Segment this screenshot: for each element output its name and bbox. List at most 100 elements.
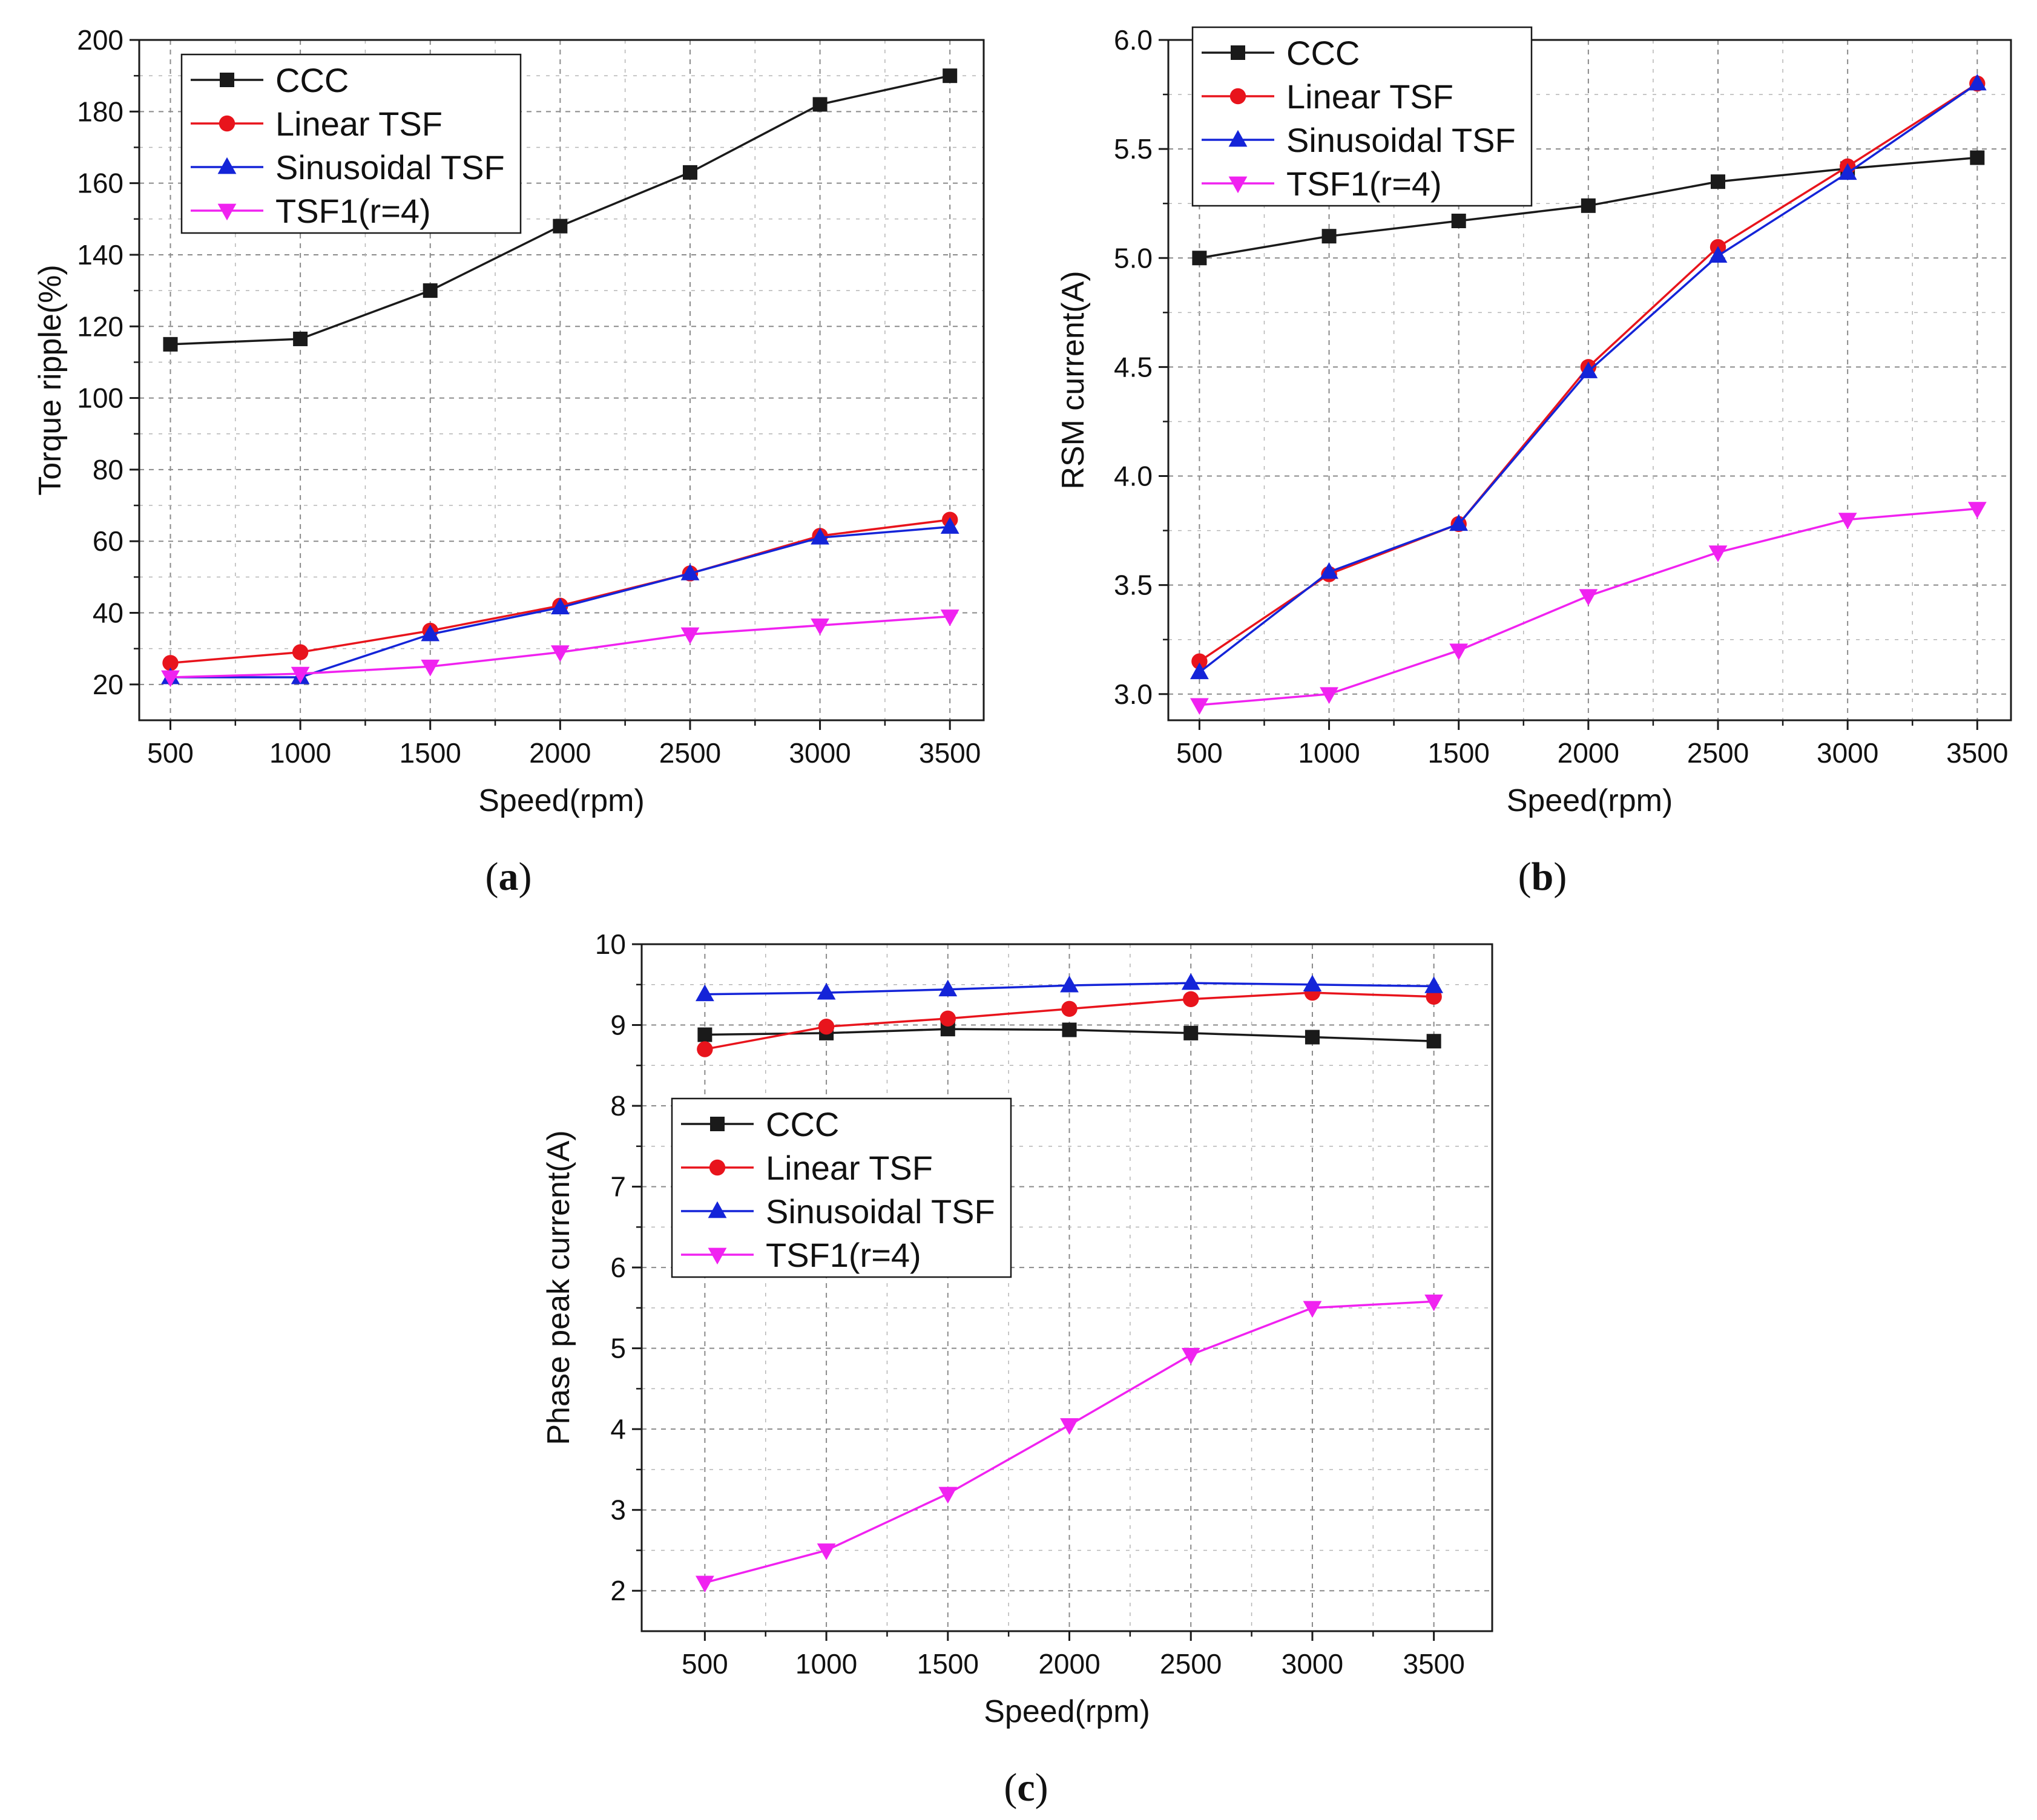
y-axis-label: Torque ripple(%) [33, 264, 68, 496]
y-tick-label: 4.5 [1114, 351, 1153, 383]
data-point-sinusoidal-tsf [1838, 163, 1857, 180]
y-tick-label: 60 [93, 525, 123, 557]
data-point-ccc [1426, 1034, 1441, 1049]
legend-label-ccc: CCC [275, 61, 349, 99]
y-tick-label: 9 [610, 1010, 626, 1041]
data-point-sinusoidal-tsf [938, 979, 958, 997]
data-point-ccc [1305, 1030, 1320, 1045]
data-point-tsf1-r-4 [1303, 1301, 1322, 1318]
data-point-ccc [1321, 229, 1337, 244]
y-tick-label: 4.0 [1114, 461, 1153, 492]
legend-marker-sinusoidal-tsf [708, 1201, 727, 1218]
legend-label-tsf1-r-4: TSF1(r=4) [275, 192, 431, 230]
x-tick-label: 2000 [1558, 737, 1619, 769]
y-tick-label: 6 [610, 1252, 626, 1283]
x-tick-label: 2500 [1160, 1648, 1222, 1680]
data-point-tsf1-r-4 [291, 666, 310, 684]
data-point-sinusoidal-tsf [940, 517, 959, 534]
legend-label-ccc: CCC [766, 1105, 839, 1143]
data-point-linear-tsf [940, 1010, 956, 1027]
data-point-linear-tsf [1183, 991, 1199, 1008]
legend-label-tsf1-r-4: TSF1(r=4) [1286, 165, 1442, 203]
x-tick-label: 500 [1176, 737, 1223, 769]
y-tick-label: 6.0 [1114, 24, 1153, 56]
y-tick-label: 7 [610, 1171, 626, 1203]
plot-frame [1167, 39, 2012, 721]
data-point-sinusoidal-tsf [550, 597, 570, 614]
data-point-sinusoidal-tsf [1303, 974, 1322, 992]
y-tick-label: 2 [610, 1575, 626, 1606]
y-tick-label: 120 [77, 310, 123, 342]
y-tick-label: 160 [77, 168, 123, 199]
data-point-tsf1-r-4 [1708, 545, 1728, 562]
plot-area [642, 944, 1492, 1631]
data-point-linear-tsf [1061, 1000, 1078, 1017]
data-point-ccc [1581, 198, 1596, 213]
data-point-linear-tsf [292, 644, 309, 660]
data-point-sinusoidal-tsf [1320, 562, 1338, 579]
legend-box [180, 53, 522, 234]
legend-label-sinusoidal-tsf: Sinusoidal TSF [766, 1192, 995, 1230]
legend-box [1191, 26, 1533, 207]
data-point-sinusoidal-tsf [1181, 973, 1200, 990]
chart-panel-a: 500 1000 1500 2000 2500 3000 3500 20 40 60 80 100 12… [33, 24, 985, 818]
data-point-ccc [1451, 214, 1466, 229]
x-tick-label: 3500 [1946, 737, 2008, 769]
data-point-ccc [423, 283, 438, 298]
x-tick-label: 2000 [529, 737, 591, 769]
legend-label-sinusoidal-tsf: Sinusoidal TSF [1286, 121, 1516, 159]
y-axis-label: Phase peak current(A) [541, 1130, 576, 1445]
x-axis-label: Speed(rpm) [984, 1694, 1150, 1729]
data-point-ccc [553, 218, 568, 234]
y-tick-label: 5.0 [1114, 242, 1153, 274]
chart-panel-c: 500 1000 1500 2000 2500 3000 3500 2 3 4 5 6 7 8 9 10 Spe… [541, 928, 1493, 1729]
x-tick-label: 1500 [400, 737, 461, 769]
x-axis-label: Speed(rpm) [1507, 783, 1673, 818]
x-axis-label: Speed(rpm) [478, 783, 645, 818]
x-tick-label: 3500 [919, 737, 981, 769]
data-point-ccc [812, 97, 828, 112]
legend-label-tsf1-r-4: TSF1(r=4) [766, 1236, 921, 1274]
data-point-tsf1-r-4 [1449, 643, 1469, 660]
data-point-sinusoidal-tsf [1190, 662, 1209, 680]
y-tick-label: 10 [595, 928, 626, 960]
legend-marker-ccc [710, 1117, 725, 1131]
legend-marker-linear-tsf [709, 1159, 726, 1176]
data-point-tsf1-r-4 [550, 645, 570, 662]
data-point-ccc [1183, 1025, 1199, 1040]
panel-a-caption: (a) [485, 855, 532, 899]
legend-box [671, 1097, 1012, 1278]
data-point-ccc [1062, 1022, 1077, 1037]
data-point-tsf1-r-4 [940, 609, 959, 626]
data-point-tsf1-r-4 [1190, 698, 1209, 715]
legend-marker-sinusoidal-tsf [217, 157, 237, 174]
x-tick-label: 1000 [269, 737, 331, 769]
legend-marker-linear-tsf [219, 115, 235, 132]
y-tick-label: 3.5 [1114, 570, 1153, 601]
y-tick-label: 5 [610, 1333, 626, 1364]
data-point-ccc [1711, 174, 1726, 189]
y-tick-label: 3 [610, 1494, 626, 1526]
legend-marker-linear-tsf [1229, 88, 1246, 105]
data-point-sinusoidal-tsf [1449, 514, 1469, 531]
data-point-tsf1-r-4 [817, 1543, 836, 1560]
data-point-sinusoidal-tsf [1424, 976, 1444, 993]
x-tick-label: 3000 [1817, 737, 1878, 769]
panel-b-caption: (b) [1518, 855, 1567, 899]
data-point-linear-tsf [162, 655, 179, 671]
x-tick-label: 1500 [917, 1648, 979, 1680]
data-point-tsf1-r-4 [811, 618, 829, 636]
data-point-tsf1-r-4 [1320, 687, 1338, 704]
legend-label-linear-tsf: Linear TSF [1286, 77, 1453, 116]
x-tick-label: 2500 [659, 737, 721, 769]
data-point-sinusoidal-tsf [1708, 246, 1728, 263]
legend-marker-ccc [220, 73, 234, 87]
data-point-ccc [943, 68, 958, 84]
data-point-sinusoidal-tsf [811, 528, 829, 545]
legend-label-sinusoidal-tsf: Sinusoidal TSF [275, 148, 505, 186]
x-tick-label: 1500 [1428, 737, 1490, 769]
data-point-tsf1-r-4 [161, 670, 180, 688]
x-tick-label: 3000 [1282, 1648, 1343, 1680]
data-point-ccc [697, 1027, 712, 1042]
y-tick-label: 40 [93, 597, 123, 629]
